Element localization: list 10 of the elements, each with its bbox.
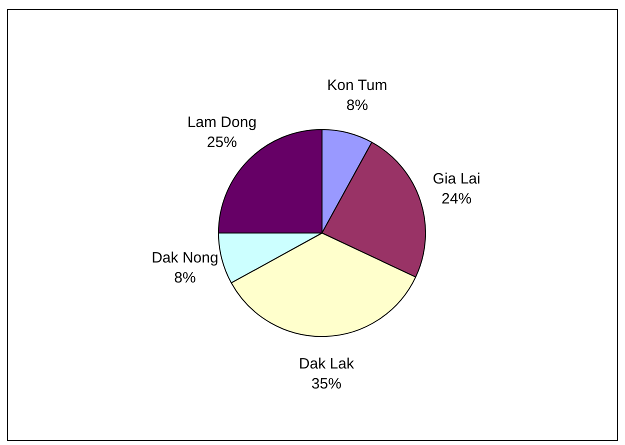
slice-label: Dak Lak [298,356,354,373]
slice-label: Gia Lai [432,170,480,188]
data-label: 8% [346,97,368,114]
slice-label: Dak Nong [152,249,218,266]
data-label: 24% [442,190,472,208]
data-label: 8% [174,269,196,286]
data-label: 35% [311,376,342,393]
data-label: 25% [206,134,237,152]
slice-label: Lam Dong [187,114,257,132]
slice-label: Kon Tum [327,77,388,94]
